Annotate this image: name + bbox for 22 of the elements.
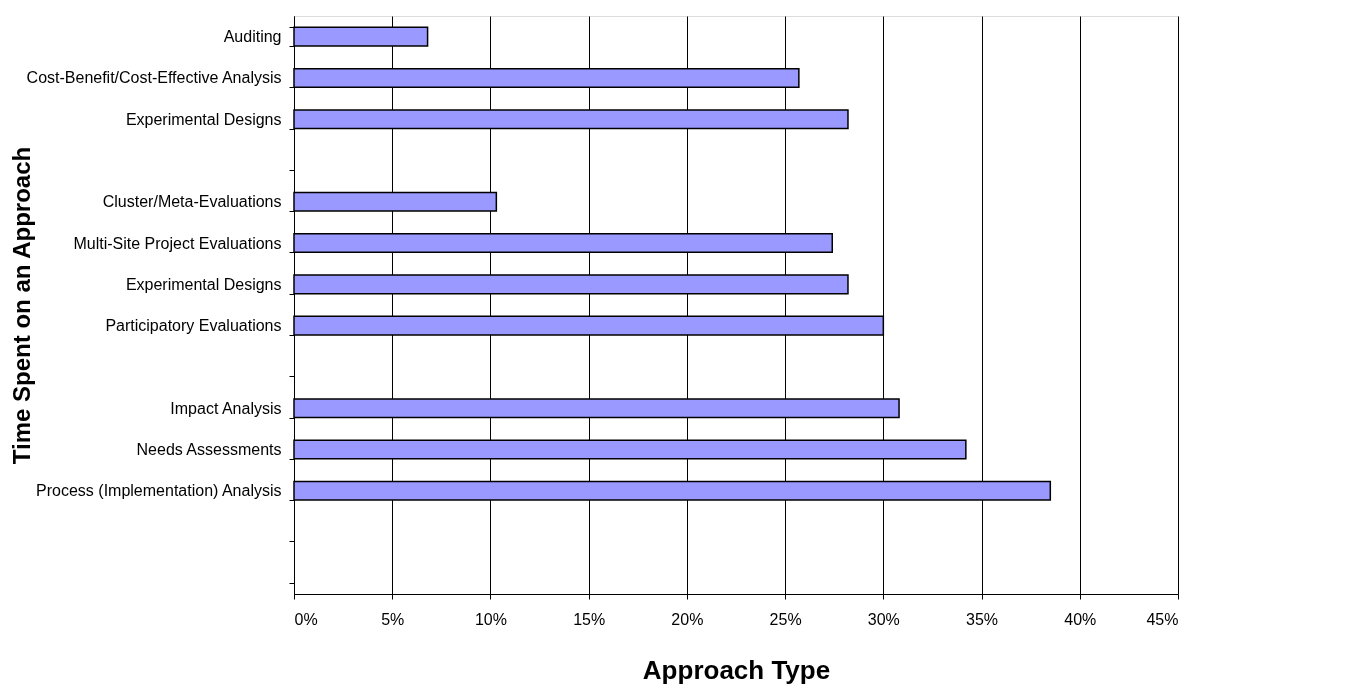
y-tick-label: Cluster/Meta-Evaluations xyxy=(102,193,282,211)
y-tick-label: Impact Analysis xyxy=(170,399,282,417)
x-tick-label: 20% xyxy=(671,610,704,628)
y-axis-title: Time Spent on an Approach xyxy=(7,146,35,465)
x-tick-label: 15% xyxy=(573,610,606,628)
x-tick-label: 40% xyxy=(1064,610,1097,628)
x-tick-label: 0% xyxy=(294,610,318,628)
x-tick-label: 35% xyxy=(966,610,999,628)
x-axis-title: Approach Type xyxy=(642,654,831,685)
y-tick-label: Cost-Benefit/Cost-Effective Analysis xyxy=(26,69,282,87)
x-tick-label: 25% xyxy=(769,610,802,628)
x-tick-label: 30% xyxy=(867,610,900,628)
y-tick-label: Experimental Designs xyxy=(125,110,282,128)
y-tick-label: Process (Implementation) Analysis xyxy=(36,482,282,500)
y-tick-label: Experimental Designs xyxy=(125,275,282,293)
y-tick-label: Auditing xyxy=(223,28,282,46)
y-tick-label: Needs Assessments xyxy=(136,441,282,458)
y-tick-label: Participatory Evaluations xyxy=(105,317,282,335)
x-tick-label: 10% xyxy=(474,610,507,628)
y-tick-label: Multi-Site Project Evaluations xyxy=(73,234,282,252)
x-tick-label: 45% xyxy=(1146,610,1179,628)
x-tick-label: 5% xyxy=(381,610,405,628)
